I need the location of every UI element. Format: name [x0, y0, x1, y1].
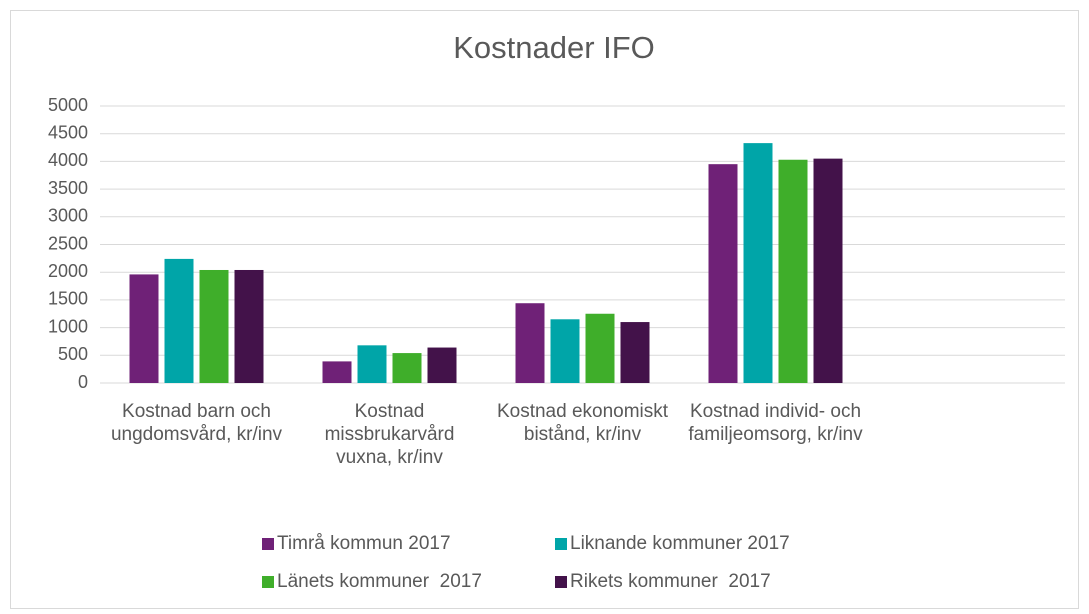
chart-title: Kostnader IFO — [453, 30, 655, 65]
bar — [550, 319, 580, 383]
legend-label: Rikets kommuner 2017 — [570, 571, 771, 592]
y-tick-label: 0 — [78, 372, 88, 392]
bar — [357, 345, 387, 383]
bar — [392, 353, 422, 383]
y-tick-label: 2500 — [48, 233, 88, 253]
y-tick-label: 3000 — [48, 206, 88, 226]
legend-label: Timrå kommun 2017 — [277, 533, 451, 554]
legend-swatch — [555, 576, 567, 588]
bar — [322, 361, 352, 383]
bar — [708, 164, 738, 383]
legend-item: Liknande kommuner 2017 — [555, 533, 790, 555]
x-tick-label: Kostnad ekonomiskt bistånd, kr/inv — [496, 401, 669, 445]
legend-label: Länets kommuner 2017 — [277, 571, 482, 592]
legend-swatch — [555, 538, 567, 550]
bar — [585, 313, 615, 383]
legend-item: Rikets kommuner 2017 — [555, 571, 771, 593]
bar — [129, 274, 159, 383]
x-tick-label: Kostnad missbrukarvård vuxna, kr/inv — [324, 401, 455, 468]
legend-item: Timrå kommun 2017 — [262, 533, 451, 555]
y-tick-label: 5000 — [48, 95, 88, 115]
bar — [620, 322, 650, 383]
x-tick-label: Kostnad barn och ungdomsvård, kr/inv — [110, 401, 283, 445]
bar — [743, 143, 773, 383]
bar — [515, 303, 545, 383]
bar — [199, 269, 229, 383]
y-tick-label: 4000 — [48, 150, 88, 170]
y-tick-label: 500 — [58, 344, 88, 364]
legend-swatch — [262, 576, 274, 588]
bar — [427, 347, 457, 383]
legend-label: Liknande kommuner 2017 — [570, 533, 790, 554]
bar — [164, 258, 194, 383]
y-tick-label: 3500 — [48, 178, 88, 198]
y-tick-label: 1500 — [48, 289, 88, 309]
bar — [778, 159, 808, 383]
legend-item: Länets kommuner 2017 — [262, 571, 482, 593]
y-tick-label: 1000 — [48, 316, 88, 336]
legend-swatch — [262, 538, 274, 550]
bar — [234, 269, 264, 383]
y-tick-label: 2000 — [48, 261, 88, 281]
bar — [813, 158, 843, 383]
x-tick-label: Kostnad individ- och familjeomsorg, kr/i… — [688, 401, 863, 445]
y-tick-label: 4500 — [48, 122, 88, 142]
